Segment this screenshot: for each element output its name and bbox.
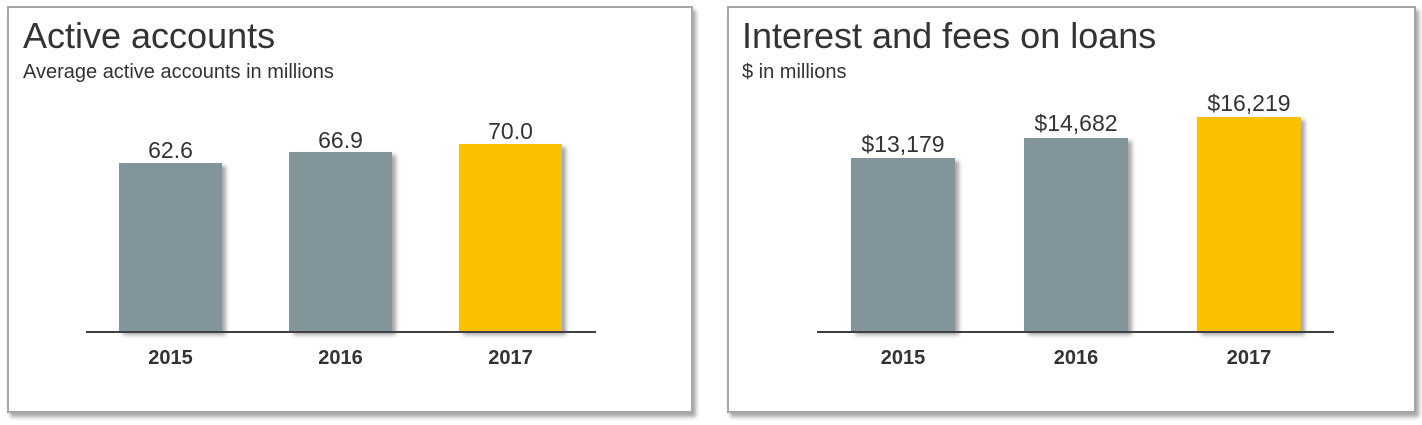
bar-2015 <box>851 158 955 332</box>
x-axis-line <box>817 331 1334 333</box>
bar-value-label: 62.6 <box>148 137 193 163</box>
x-tick-label: 2016 <box>1053 347 1099 369</box>
bar-2015 <box>119 163 222 332</box>
bar-2016 <box>289 152 392 332</box>
bar-value-label: $14,682 <box>1034 110 1118 136</box>
bar-value-label: 66.9 <box>318 127 363 153</box>
chart-title: Active accounts <box>23 15 276 56</box>
x-tick-label: 2017 <box>1226 347 1272 369</box>
chart-subtitle: $ in millions <box>742 61 847 83</box>
bar-2017 <box>1197 117 1301 332</box>
x-tick-label: 2016 <box>318 347 363 369</box>
x-axis-line <box>86 331 596 333</box>
bar-2016 <box>1024 138 1128 332</box>
bar-2017 <box>459 144 562 332</box>
bar-value-label: $13,179 <box>861 131 945 157</box>
x-tick-label: 2017 <box>488 347 533 369</box>
x-tick-label: 2015 <box>880 347 926 369</box>
chart-subtitle: Average active accounts in millions <box>23 61 334 83</box>
bar-value-label: 70.0 <box>488 118 533 144</box>
bar-value-label: $16,219 <box>1207 90 1291 116</box>
chart-title: Interest and fees on loans <box>742 15 1157 56</box>
x-tick-label: 2015 <box>148 347 193 369</box>
